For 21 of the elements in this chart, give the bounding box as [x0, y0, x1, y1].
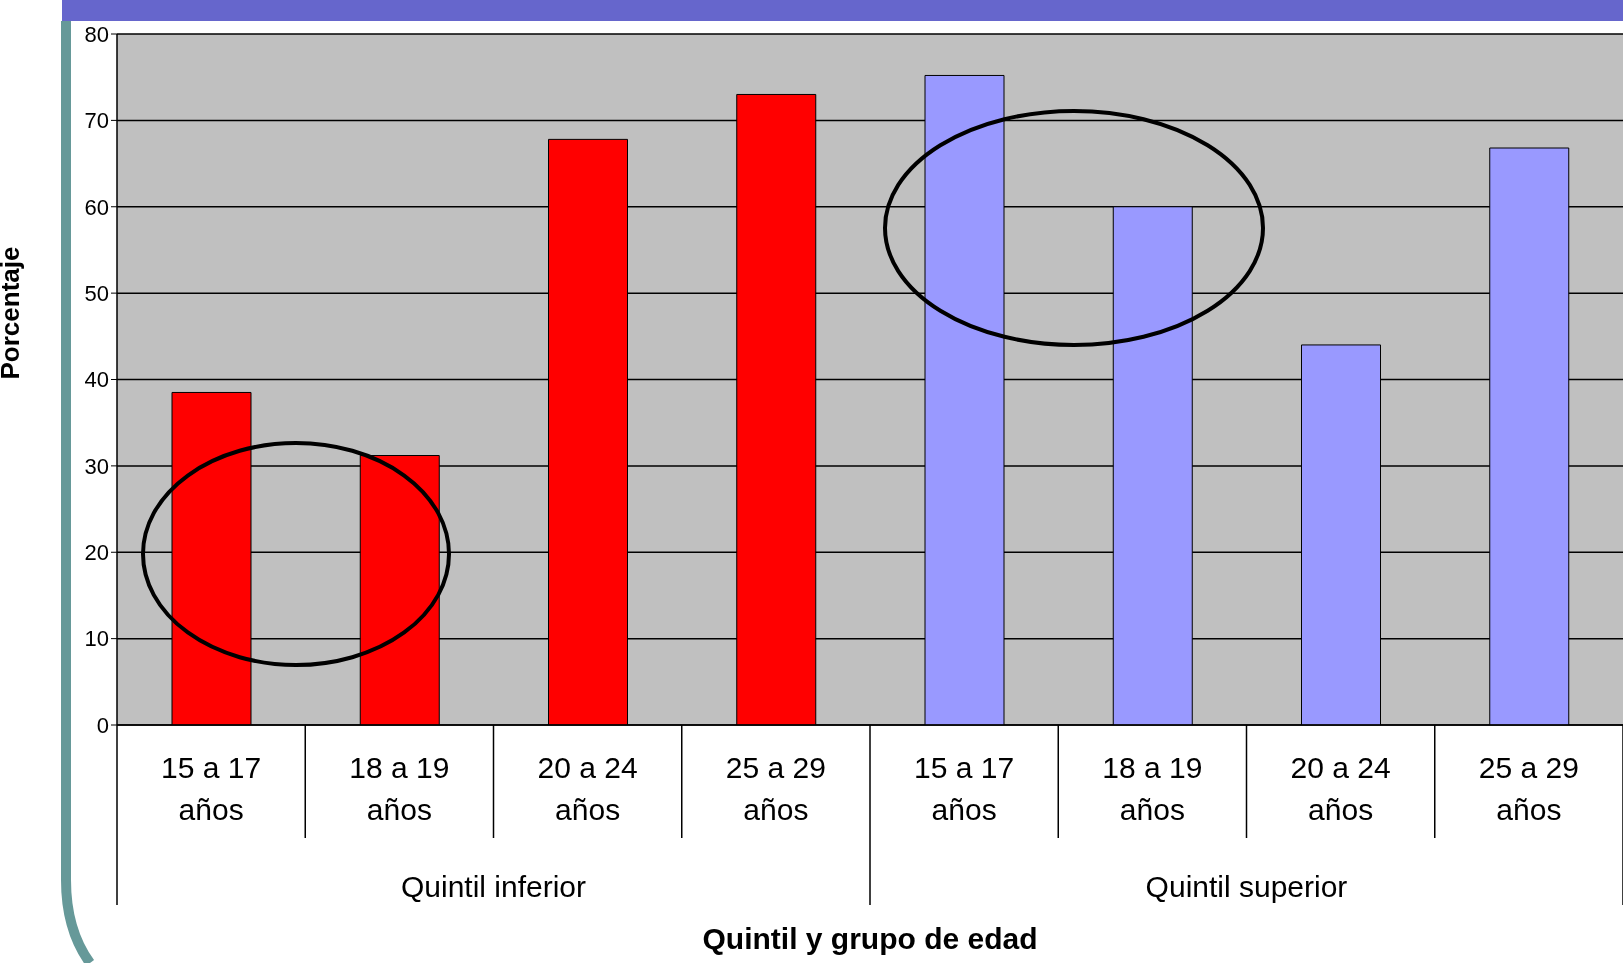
y-tick-label: 20 — [84, 540, 109, 566]
y-tick-label: 40 — [84, 367, 109, 393]
y-tick-label: 80 — [84, 21, 109, 47]
y-axis-title: Porcentaje — [0, 246, 26, 380]
y-tick-label: 70 — [84, 108, 109, 134]
x-tick-label: 18 a 19 años — [349, 751, 450, 826]
y-tick-label: 30 — [84, 453, 109, 479]
y-tick-label: 50 — [84, 280, 109, 306]
text: Quintil superior — [1145, 870, 1348, 903]
x-tick-label: 25 a 29 años — [1478, 751, 1579, 826]
x-tick-label: 15 a 17 años — [914, 751, 1015, 826]
x-tick-label: 20 a 24 años — [1290, 751, 1391, 826]
y-tick-label: 10 — [84, 626, 109, 652]
y-tick-label: 60 — [84, 194, 109, 220]
x-tick-label: 15 a 17 años — [161, 751, 262, 826]
y-tick-label: 0 — [96, 712, 109, 738]
x-tick-label: 18 a 19 años — [1102, 751, 1203, 826]
x-tick-label: 20 a 24 años — [537, 751, 638, 826]
x-tick-label: 25 a 29 años — [725, 751, 826, 826]
text: Quintil inferior — [400, 870, 587, 903]
x-axis-title: Quintil y grupo de edad — [702, 922, 1038, 955]
